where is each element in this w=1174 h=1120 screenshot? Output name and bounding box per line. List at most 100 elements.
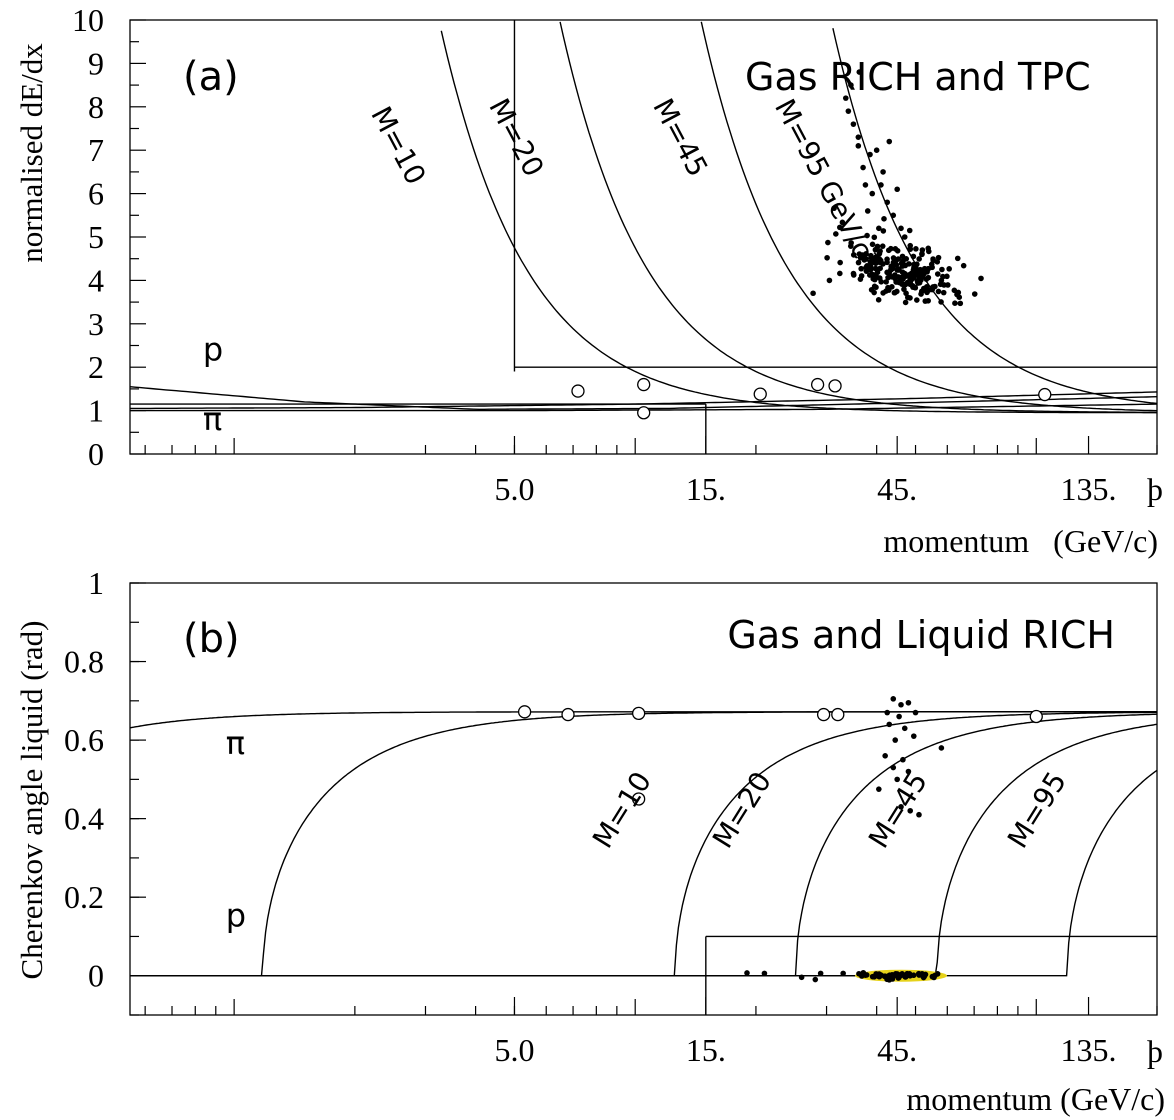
open-marker — [810, 377, 825, 392]
data-point — [855, 143, 862, 149]
data-point — [907, 807, 914, 814]
data-point — [957, 300, 964, 307]
data-point — [900, 756, 906, 763]
data-point — [858, 973, 865, 979]
panel-a-y-tick-label: 0 — [88, 436, 104, 472]
panel-b-frame — [129, 582, 1158, 1016]
data-point — [921, 265, 928, 272]
data-point — [954, 255, 961, 262]
data-point — [882, 753, 888, 759]
data-point — [880, 290, 886, 296]
data-point — [869, 190, 876, 197]
data-point — [931, 974, 937, 981]
mass-curve-label: M=45 — [862, 766, 934, 854]
data-point — [925, 248, 932, 255]
data-point — [873, 147, 880, 153]
data-point — [899, 263, 906, 269]
data-point — [905, 699, 912, 706]
data-point — [867, 266, 874, 273]
data-point — [905, 768, 912, 775]
data-point — [897, 972, 904, 979]
data-point — [884, 256, 890, 263]
data-point — [894, 186, 900, 193]
data-point — [941, 282, 947, 288]
panel-a-letter: (a) — [183, 54, 239, 100]
data-point — [864, 263, 870, 269]
mass-curve-m-95 — [832, 28, 1158, 405]
open-marker — [1038, 387, 1052, 402]
data-point — [878, 182, 884, 188]
data-point — [839, 219, 846, 226]
data-point — [890, 696, 897, 702]
data-point — [885, 274, 891, 281]
data-point — [916, 811, 922, 818]
data-point — [903, 256, 910, 262]
panel-a-x-tick-label: 45. — [877, 471, 917, 507]
data-point — [857, 276, 864, 282]
panel-a-y-tick-label: 9 — [88, 45, 104, 81]
data-point — [916, 279, 923, 286]
data-point — [876, 971, 882, 977]
data-point — [872, 265, 879, 272]
mass-curve-label: M=20 — [482, 93, 550, 182]
data-point — [880, 228, 887, 234]
data-point — [938, 745, 945, 751]
data-point — [884, 975, 890, 981]
data-point — [864, 232, 870, 239]
data-point — [857, 254, 864, 261]
data-point — [930, 256, 936, 262]
data-point — [840, 970, 846, 977]
mass-curve-m-45 — [700, 21, 1158, 412]
data-point — [971, 291, 978, 297]
data-point — [876, 225, 882, 232]
panel-a-ticks: 0 1 2 3 4 5 6 7 8 9 10 5.0 15. 45. 135. — [72, 2, 1158, 507]
data-point — [884, 199, 891, 206]
panel-b-ticks: 0 0.2 0.4 0.6 0.8 1 5.0 15. 45. 135. — [64, 565, 1158, 1068]
panel-b-xlabel: momentum (GeV/c) — [906, 1081, 1165, 1117]
panel-a-y-tick-label: 4 — [88, 262, 104, 298]
data-point — [863, 972, 870, 978]
data-point — [826, 277, 833, 284]
data-point — [902, 281, 909, 288]
data-point — [912, 709, 919, 716]
data-point — [938, 299, 944, 305]
data-point — [890, 212, 897, 219]
data-point — [817, 970, 824, 977]
data-point — [831, 205, 837, 212]
data-point — [876, 256, 883, 262]
data-point — [845, 108, 852, 114]
data-point — [906, 227, 913, 234]
data-point — [873, 284, 879, 291]
data-point — [837, 224, 843, 231]
particle-label: p — [203, 331, 223, 369]
panel-b-y-tick-label: 1 — [88, 565, 104, 601]
data-point — [923, 276, 930, 282]
data-point — [960, 262, 967, 269]
data-point — [978, 275, 984, 282]
data-point — [867, 151, 873, 158]
panel-a-y-tick-label: 2 — [88, 349, 104, 385]
open-marker — [753, 387, 767, 401]
data-point — [888, 245, 894, 252]
data-point — [876, 786, 882, 792]
panel-a-y-tick-label: 7 — [88, 132, 104, 168]
data-point — [896, 274, 903, 281]
data-point — [869, 973, 876, 980]
panel-a-labels: pπM=10 M=20 M=45 M=95 GeV/c² — [203, 93, 885, 438]
panel-b-y-tick-label: 0.4 — [64, 801, 104, 837]
panel-b-y-tick-label: 0 — [88, 958, 104, 994]
mass-curve-label: M=95 — [1001, 766, 1073, 854]
panel-b: 0 0.2 0.4 0.6 0.8 1 5.0 15. 45. 135. π p M=10 M=20 M=… — [14, 565, 1165, 1117]
data-point — [824, 254, 830, 261]
panel-a-x-tick-label: 135. — [1061, 471, 1117, 507]
data-point — [876, 275, 883, 281]
data-point — [850, 121, 857, 127]
data-point — [910, 253, 917, 260]
data-point — [898, 804, 904, 810]
data-point — [886, 138, 893, 145]
data-point — [946, 266, 952, 272]
data-point — [876, 250, 883, 257]
data-point — [903, 290, 909, 297]
data-point — [906, 261, 912, 267]
open-marker — [561, 707, 575, 722]
